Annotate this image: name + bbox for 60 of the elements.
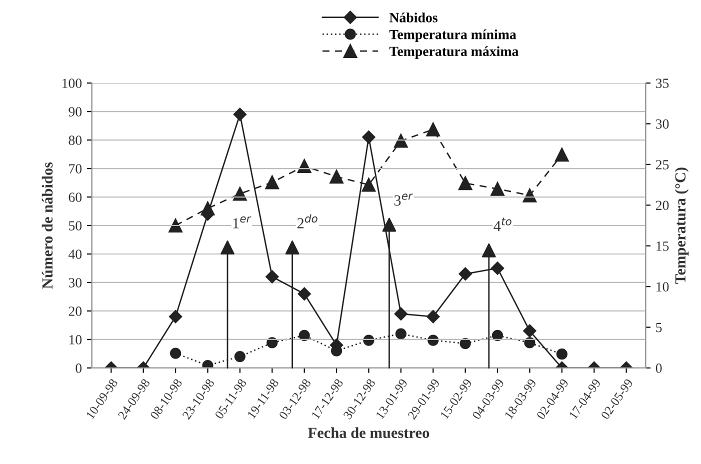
- point: [395, 328, 406, 340]
- point: [556, 348, 568, 360]
- y2-tick-label: 20: [656, 200, 669, 210]
- point: [522, 188, 537, 202]
- y-tick-label: 100: [62, 78, 82, 88]
- y2-tick-label: 15: [656, 242, 669, 251]
- y-axis-title: Número de nábidos: [42, 162, 53, 289]
- y2-tick-label: 10: [656, 282, 669, 292]
- point: [426, 310, 440, 324]
- y2-tick-label: 0: [656, 364, 662, 373]
- y2-axis-title: Temperatura (°C): [674, 168, 689, 284]
- point: [492, 330, 504, 341]
- y-tick-label: 20: [68, 306, 82, 316]
- y2-tick-label: 35: [656, 78, 669, 88]
- point: [266, 270, 279, 284]
- y-tick-label: 50: [69, 221, 82, 230]
- legend-label: Temperatura mínima: [389, 29, 516, 42]
- x-axis-title: Fecha de muestreo: [308, 427, 430, 438]
- legend-label: Nábidos: [389, 12, 438, 22]
- annotation: 1$^{er}$: [233, 216, 252, 228]
- y2-tick-label: 5: [656, 322, 662, 332]
- point: [428, 334, 439, 346]
- y-tick-label: 0: [76, 364, 82, 373]
- point: [233, 108, 247, 121]
- point: [524, 337, 536, 348]
- point: [490, 182, 504, 196]
- point: [298, 287, 311, 300]
- point: [394, 307, 408, 320]
- y2-tick-label: 25: [656, 160, 669, 170]
- y-tick-label: 30: [68, 278, 82, 288]
- annotation: 3$^{er}$: [394, 194, 413, 206]
- y-tick-label: 70: [69, 164, 82, 174]
- point: [168, 218, 182, 232]
- y-tick-label: 40: [68, 250, 82, 259]
- y-tick-label: 80: [68, 136, 82, 145]
- y-tick-label: 10: [69, 335, 82, 344]
- point: [170, 348, 182, 359]
- point: [523, 324, 536, 338]
- point: [330, 170, 344, 184]
- point: [265, 175, 280, 190]
- point: [234, 351, 246, 362]
- point: [554, 148, 569, 162]
- point: [490, 262, 504, 275]
- y2-tick-label: 30: [656, 119, 669, 129]
- point: [458, 267, 472, 281]
- point: [460, 338, 471, 350]
- annotation: 4$^{to}$: [494, 218, 512, 232]
- point: [458, 176, 472, 190]
- point: [168, 310, 182, 324]
- point: [297, 159, 312, 174]
- y-tick-label: 60: [68, 192, 82, 202]
- legend-label: Temperatura máxima: [389, 46, 518, 59]
- point: [426, 122, 440, 136]
- point: [362, 178, 376, 192]
- point: [394, 134, 408, 148]
- point: [362, 130, 376, 144]
- annotation: 2$^{do}$: [297, 214, 318, 228]
- y-tick-label: 90: [68, 107, 82, 116]
- point: [298, 330, 310, 341]
- point: [266, 337, 278, 348]
